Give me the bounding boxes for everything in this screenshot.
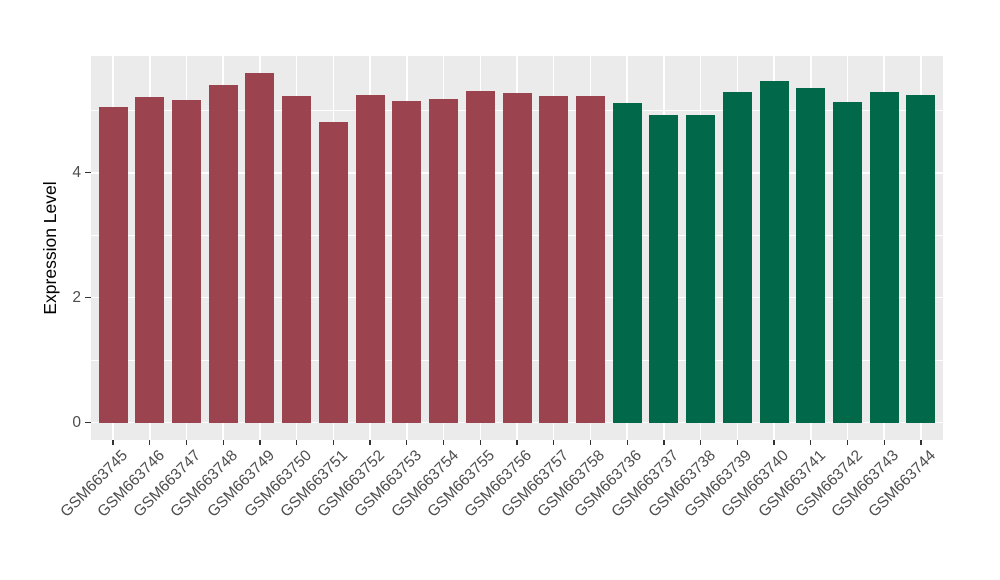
x-tick-GSM663754 (442, 440, 445, 445)
bar-GSM663740 (759, 80, 789, 423)
x-tick-GSM663739 (736, 440, 738, 445)
bar-GSM663744 (906, 95, 936, 423)
x-tick-GSM663743 (883, 440, 885, 445)
bar-GSM663747 (171, 100, 201, 423)
bar-GSM663748 (208, 84, 238, 423)
bar-GSM663741 (796, 88, 826, 423)
x-tick-GSM663741 (810, 440, 812, 445)
x-tick-GSM663753 (406, 440, 408, 445)
bar-GSM663753 (392, 100, 422, 423)
bar-GSM663754 (429, 99, 459, 423)
x-tick-GSM663751 (332, 440, 335, 445)
x-tick-GSM663748 (222, 440, 224, 445)
x-tick-GSM663742 (846, 440, 849, 445)
y-tick-0 (85, 421, 91, 424)
bar-GSM663737 (649, 114, 679, 423)
bar-GSM663742 (833, 102, 863, 423)
bar-GSM663736 (612, 102, 642, 423)
y-axis-title: Expression Level (40, 181, 60, 315)
bar-GSM663743 (869, 92, 899, 423)
plot-panel (91, 56, 943, 440)
x-tick-GSM663740 (773, 440, 775, 445)
x-tick-GSM663736 (626, 440, 628, 445)
bar-GSM663752 (355, 95, 385, 423)
bar-GSM663757 (539, 95, 569, 423)
x-tick-GSM663750 (296, 440, 298, 445)
x-tick-GSM663752 (369, 440, 371, 445)
x-tick-GSM663746 (149, 440, 151, 445)
y-tick-2 (85, 296, 91, 299)
y-tick-label-2: 2 (72, 288, 81, 306)
bar-GSM663738 (686, 114, 716, 423)
bar-GSM663751 (318, 122, 348, 423)
x-tick-GSM663744 (920, 440, 922, 445)
bar-GSM663749 (245, 73, 275, 423)
bar-GSM663750 (282, 95, 312, 423)
y-tick-label-4: 4 (72, 163, 81, 181)
x-tick-GSM663756 (516, 440, 518, 445)
x-tick-GSM663737 (663, 440, 665, 445)
bar-GSM663755 (465, 90, 495, 423)
x-tick-GSM663738 (699, 440, 702, 445)
x-tick-GSM663755 (479, 440, 481, 445)
x-tick-GSM663745 (112, 440, 114, 445)
y-tick-4 (85, 172, 91, 174)
x-tick-GSM663749 (259, 440, 261, 445)
bar-GSM663746 (135, 97, 165, 423)
x-tick-GSM663758 (589, 440, 592, 445)
bar-GSM663739 (722, 91, 752, 423)
bar-GSM663756 (502, 93, 532, 423)
x-tick-GSM663757 (553, 440, 555, 445)
bar-GSM663758 (575, 95, 605, 423)
bar-GSM663745 (98, 106, 128, 423)
x-tick-GSM663747 (185, 440, 188, 445)
y-tick-label-0: 0 (72, 413, 81, 431)
